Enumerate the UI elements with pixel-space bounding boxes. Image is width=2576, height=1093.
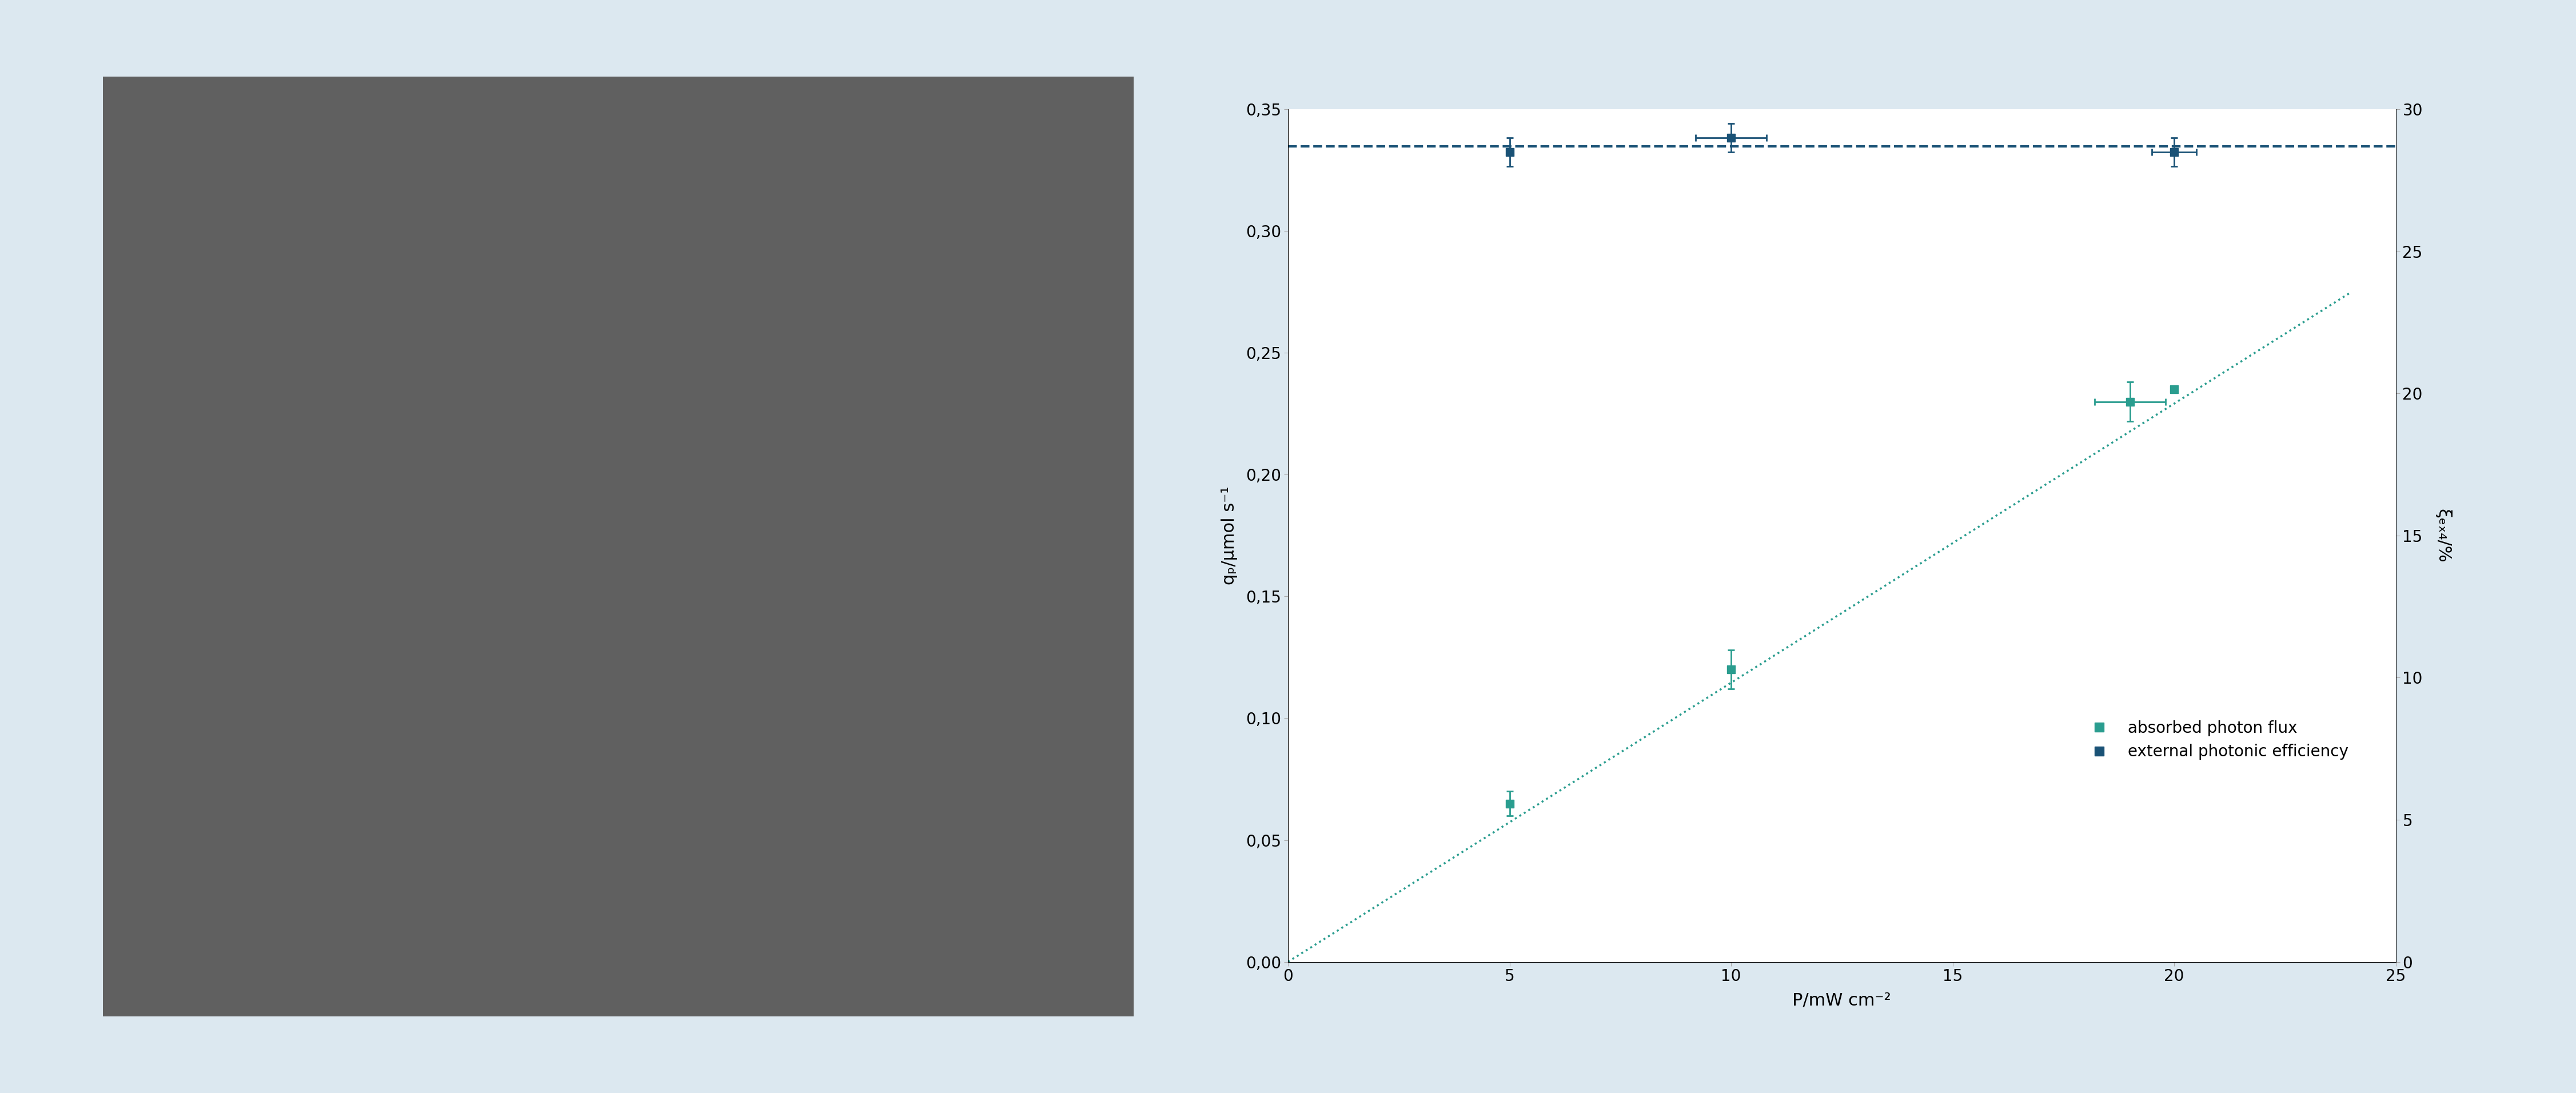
Y-axis label: qₚ/μmol s⁻¹: qₚ/μmol s⁻¹ [1221,486,1239,585]
Y-axis label: ξₑₓ₄/%: ξₑₓ₄/% [2434,508,2452,563]
Legend: absorbed photon flux, external photonic efficiency: absorbed photon flux, external photonic … [2076,714,2354,766]
X-axis label: P/mW cm⁻²: P/mW cm⁻² [1793,992,1891,1009]
